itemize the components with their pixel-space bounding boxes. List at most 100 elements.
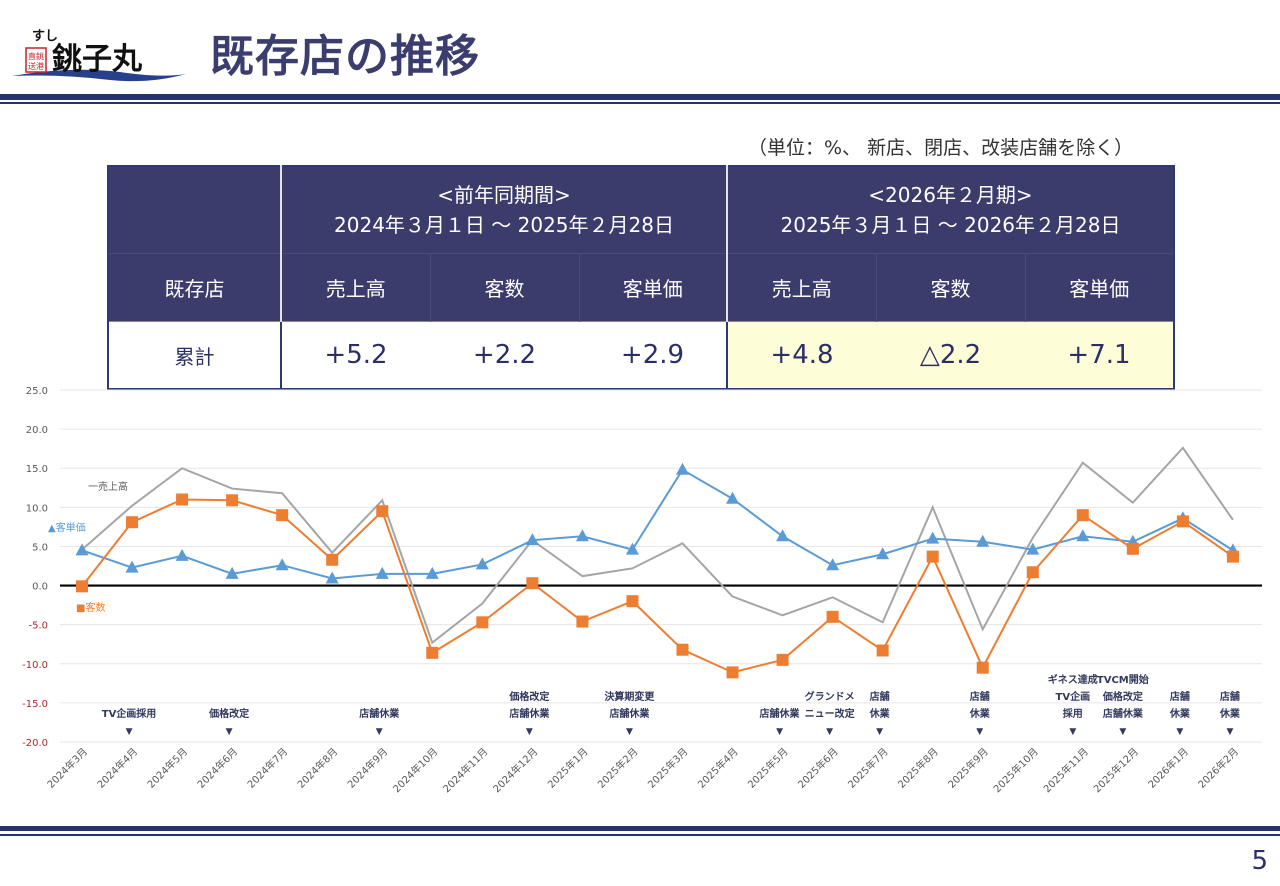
svg-text:送港: 送港: [28, 61, 44, 71]
x-tick-label: 2025年8月: [895, 745, 941, 791]
x-tick-label: 2025年5月: [745, 745, 791, 791]
x-tick-label: 2024年6月: [194, 745, 240, 791]
event-annotation: 休業: [1219, 707, 1241, 720]
data-point-square: [76, 580, 88, 593]
y-tick-label: -20.0: [22, 738, 48, 749]
annotation-marker-icon: ▼: [776, 727, 783, 737]
data-point-square: [226, 494, 239, 507]
x-tick-label: 2024年8月: [294, 745, 340, 791]
period-name: <2026年２月期>: [868, 183, 1033, 207]
event-annotation: 価格改定: [508, 690, 549, 703]
annotation-marker-icon: ▼: [626, 727, 633, 737]
data-point-triangle: [826, 558, 840, 571]
data-point-square: [926, 550, 939, 563]
row-label: 累計: [108, 321, 281, 389]
data-point-triangle: [125, 560, 139, 573]
period-name: <前年同期間>: [437, 183, 571, 207]
data-point-square: [626, 595, 639, 608]
data-point-triangle: [525, 533, 539, 546]
data-point-triangle: [325, 571, 339, 584]
y-tick-label: 0.0: [32, 582, 48, 593]
event-annotation: ニュー改定: [805, 707, 855, 720]
period-range: 2025年３月１日 ～ 2026年２月28日: [780, 213, 1121, 237]
x-tick-label: 2024年7月: [244, 745, 290, 791]
event-annotation: 店舗休業: [509, 707, 550, 720]
annotation-marker-icon: ▼: [526, 727, 533, 737]
line-chart: 25.0 20.0 15.0 10.0 5.0 0.0 -5.0 -10.0 -15.0 -20.…: [22, 386, 1262, 795]
data-point-triangle: [675, 462, 689, 475]
event-annotation: 休業: [869, 707, 891, 720]
data-point-triangle: [726, 491, 740, 504]
data-point-triangle: [625, 542, 639, 555]
svg-text:すし: すし: [32, 29, 58, 44]
y-tick-label: 5.0: [32, 542, 48, 553]
period-header-current: <2026年２月期> 2025年３月１日 ～ 2026年２月28日: [726, 166, 1174, 254]
y-tick-label: 20.0: [26, 425, 48, 436]
data-point-triangle: [976, 534, 990, 547]
value-cell: △2.2: [876, 321, 1025, 389]
column-header: 客数: [429, 253, 579, 322]
y-tick-label: -15.0: [22, 699, 48, 710]
series-label: 一売上高: [88, 480, 128, 493]
data-point-square: [576, 615, 589, 628]
x-tick-label: 2025年2月: [595, 745, 641, 791]
page-number: 5: [1251, 846, 1268, 876]
x-tick-label: 2025年1月: [545, 745, 591, 791]
header-rule-thin: [0, 102, 1280, 104]
column-header: 売上高: [280, 253, 430, 322]
x-tick-label: 2025年4月: [695, 745, 741, 791]
data-point-triangle: [1076, 529, 1090, 542]
x-tick-label: 2025年10月: [991, 745, 1041, 795]
y-tick-label: 15.0: [26, 464, 48, 475]
data-point-square: [1076, 509, 1089, 522]
period-range: 2024年３月１日 ～ 2025年２月28日: [334, 213, 674, 237]
table-corner: [108, 166, 281, 254]
event-annotation: TV企画: [1056, 690, 1091, 703]
x-tick-label: 2025年6月: [795, 745, 841, 791]
data-point-triangle: [375, 566, 389, 579]
column-header: 客単価: [578, 253, 727, 322]
data-point-square: [1226, 550, 1239, 563]
data-point-square: [326, 553, 339, 566]
event-annotation: 店舗: [1220, 690, 1240, 703]
series-line: [81, 498, 1234, 674]
event-annotation: 価格改定: [208, 707, 249, 720]
series-label: ■客数: [76, 601, 105, 614]
page-title: 既存店の推移: [210, 31, 480, 82]
event-annotation: ギネス達成: [1048, 673, 1098, 686]
data-point-square: [726, 666, 739, 679]
x-tick-label: 2024年3月: [44, 745, 90, 791]
x-tick-label: 2024年9月: [345, 745, 391, 791]
event-annotation: 店舗休業: [359, 707, 400, 720]
value-cell: +5.2: [280, 321, 430, 389]
footer-rule: [0, 826, 1280, 831]
header-rule: [0, 94, 1280, 100]
event-annotation: 店舗休業: [609, 707, 650, 720]
svg-text:銚子丸: 銚子丸: [52, 42, 142, 77]
annotation-marker-icon: ▼: [126, 727, 133, 737]
event-annotation: グランドメ: [805, 690, 855, 703]
x-tick-label: 2026年1月: [1145, 745, 1191, 791]
annotation-marker-icon: ▼: [826, 727, 833, 737]
summary-table: <前年同期間> 2024年３月１日 ～ 2025年２月28日 <2026年２月期…: [107, 165, 1175, 390]
y-tick-label: -5.0: [28, 621, 48, 632]
data-point-square: [526, 577, 539, 590]
data-point-square: [476, 616, 489, 629]
x-tick-label: 2025年7月: [845, 745, 891, 791]
data-point-triangle: [425, 566, 439, 579]
data-point-square: [1126, 542, 1139, 555]
data-point-triangle: [926, 531, 940, 544]
data-point-triangle: [75, 543, 89, 556]
annotation-marker-icon: ▼: [1119, 727, 1126, 737]
annotation-marker-icon: ▼: [226, 727, 233, 737]
series-label: ▲客単価: [48, 521, 86, 534]
event-annotation: 休業: [969, 707, 991, 720]
x-tick-label: 2024年10月: [390, 745, 440, 795]
event-annotation: 価格改定: [1102, 690, 1143, 703]
x-tick-label: 2025年11月: [1041, 745, 1091, 795]
table-row: 累計 +5.2 +2.2 +2.9 +4.8 △2.2 +7.1: [108, 321, 1174, 389]
event-annotation: 店舗休業: [760, 707, 801, 720]
event-annotation: 休業: [1169, 707, 1191, 720]
data-point-triangle: [1026, 542, 1040, 555]
data-point-square: [276, 509, 289, 522]
